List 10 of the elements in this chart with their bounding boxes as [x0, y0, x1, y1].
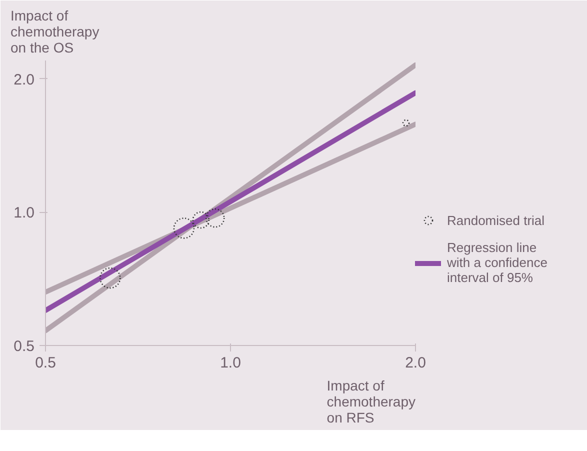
- legend-label: Randomised trial: [447, 212, 545, 228]
- y-tick-label: 2.0: [14, 71, 35, 88]
- y-axis-title: Impact of chemotherapy on the OS: [10, 8, 100, 56]
- x-axis-title: Impact of chemotherapy on RFS: [326, 378, 416, 426]
- y-tick-label: 0.5: [14, 338, 35, 355]
- x-tick-label: 2.0: [405, 354, 426, 372]
- y-tick-label: 1.0: [14, 204, 35, 222]
- x-tick-label: 0.5: [35, 354, 56, 372]
- x-tick-label: 1.0: [220, 354, 241, 372]
- legend-label: Regression line with a confidence interval of 95%: [447, 240, 548, 285]
